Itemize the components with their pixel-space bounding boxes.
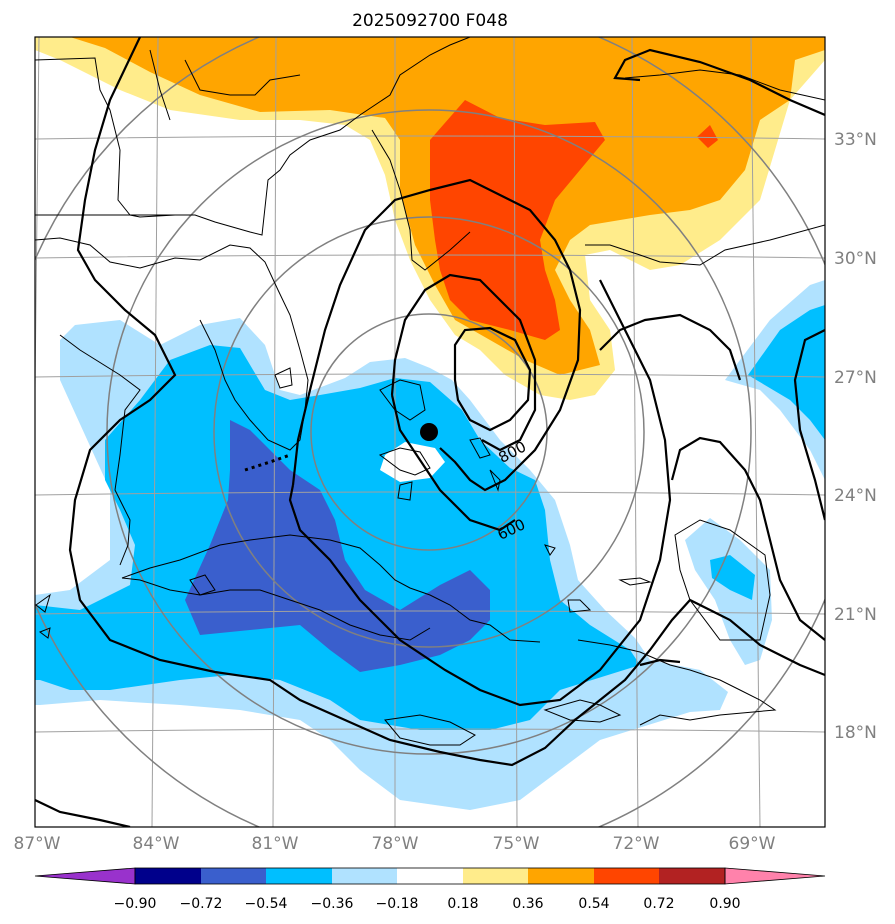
longitude-labels: 87°W 84°W 81°W 78°W 75°W 72°W 69°W bbox=[14, 834, 776, 854]
colorbar-segment bbox=[528, 868, 594, 884]
colorbar-segment bbox=[201, 868, 266, 884]
colorbar-label: 0.90 bbox=[709, 896, 740, 912]
lat-label: 18°N bbox=[834, 723, 877, 743]
storm-center-marker bbox=[420, 423, 438, 441]
lon-label: 84°W bbox=[133, 834, 180, 854]
graticule bbox=[35, 37, 825, 827]
colorbar-label: 0.54 bbox=[578, 896, 609, 912]
lat-label: 24°N bbox=[834, 486, 877, 506]
lat-label: 27°N bbox=[834, 368, 877, 388]
colorbar-label: −0.72 bbox=[180, 896, 223, 912]
colorbar-segment bbox=[659, 868, 725, 884]
lat-label: 30°N bbox=[834, 249, 877, 269]
height-contours bbox=[35, 37, 825, 827]
colorbar-segment bbox=[397, 868, 463, 884]
colorbar-extend-high bbox=[724, 867, 826, 885]
latitude-labels: 33°N 30°N 27°N 24°N 21°N 18°N bbox=[834, 130, 877, 743]
colorbar-label: 0.18 bbox=[447, 896, 478, 912]
shading-orange bbox=[35, 37, 825, 375]
lat-label: 33°N bbox=[834, 130, 877, 150]
colorbar-segment bbox=[463, 868, 528, 884]
lon-label: 78°W bbox=[372, 834, 419, 854]
colorbar-label: −0.54 bbox=[245, 896, 288, 912]
coastlines bbox=[35, 37, 825, 746]
lon-label: 72°W bbox=[613, 834, 660, 854]
lat-label: 21°N bbox=[834, 605, 877, 625]
colorbar-label: −0.90 bbox=[114, 896, 157, 912]
map-area: 800 600 bbox=[35, 37, 825, 827]
lon-label: 69°W bbox=[729, 834, 776, 854]
colorbar-label: 0.36 bbox=[512, 896, 543, 912]
colorbar: −0.90 −0.72 −0.54 −0.36 −0.18 0.18 0.36 … bbox=[34, 867, 826, 912]
map-frame bbox=[34, 36, 826, 828]
colorbar-segment bbox=[266, 868, 332, 884]
colorbar-extend-low bbox=[34, 867, 136, 885]
colorbar-segment bbox=[594, 868, 659, 884]
colorbar-label: −0.36 bbox=[311, 896, 354, 912]
lon-label: 75°W bbox=[493, 834, 540, 854]
colorbar-segment bbox=[332, 868, 397, 884]
colorbar-label: 0.72 bbox=[643, 896, 674, 912]
lon-label: 87°W bbox=[14, 834, 61, 854]
shading-dark-blue bbox=[185, 420, 490, 672]
colorbar-frame bbox=[134, 867, 726, 885]
lon-label: 81°W bbox=[252, 834, 299, 854]
florida-keys bbox=[244, 453, 291, 472]
colorbar-label: −0.18 bbox=[376, 896, 419, 912]
map-title: 2025092700 F048 bbox=[352, 11, 508, 31]
colorbar-segment bbox=[135, 868, 201, 884]
